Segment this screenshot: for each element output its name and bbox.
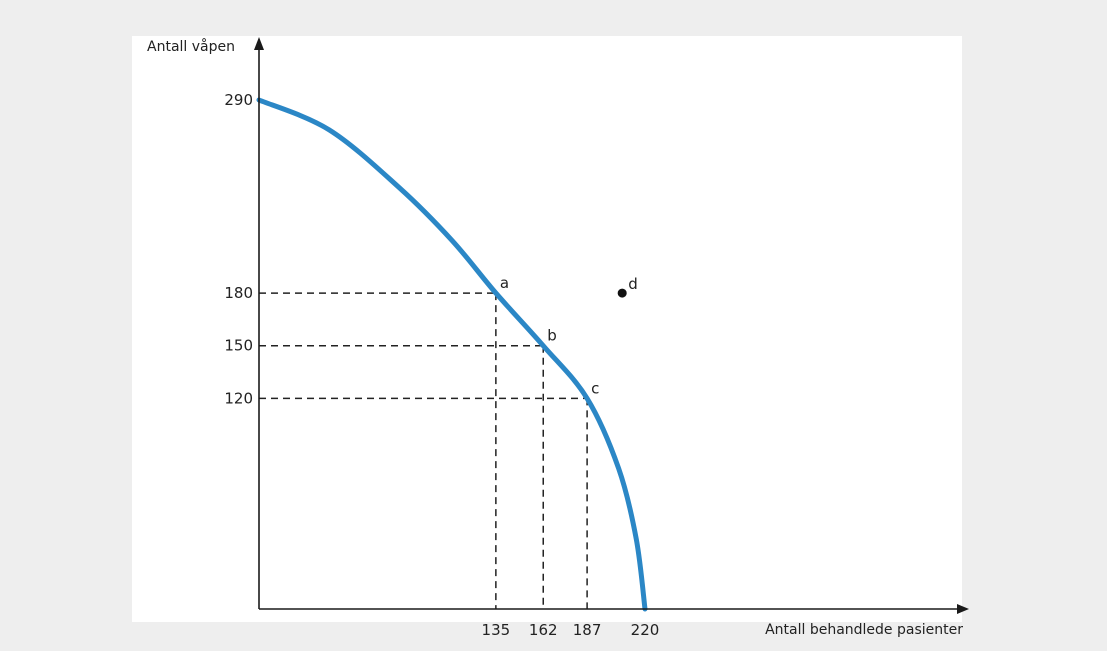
x-axis-arrow [957, 604, 969, 614]
y-tick-label: 290 [224, 91, 253, 109]
point-label-a: a [500, 274, 509, 292]
y-tick-label: 180 [224, 284, 253, 302]
x-axis-title: Antall behandlede pasienter [765, 622, 963, 638]
x-tick-label: 135 [482, 621, 511, 639]
x-tick-label: 162 [529, 621, 558, 639]
y-axis-arrow [254, 37, 264, 50]
plot-background [132, 36, 962, 622]
guide-lines [259, 292, 588, 609]
y-tick-label: 150 [224, 337, 253, 355]
point-label-d: d [628, 275, 638, 293]
point-marker-d [617, 288, 627, 298]
y-tick-label: 120 [224, 389, 253, 407]
x-tick-label: 187 [573, 621, 602, 639]
x-tick-label: 220 [631, 621, 660, 639]
y-axis-title: Antall våpen [147, 38, 235, 55]
point-label-c: c [591, 379, 599, 397]
production-possibility-curve [256, 97, 648, 612]
point-markers: a b c d [500, 274, 638, 397]
point-label-b: b [547, 327, 557, 345]
tick-labels: 120 150 180 290 135 162 187 220 [224, 91, 659, 639]
